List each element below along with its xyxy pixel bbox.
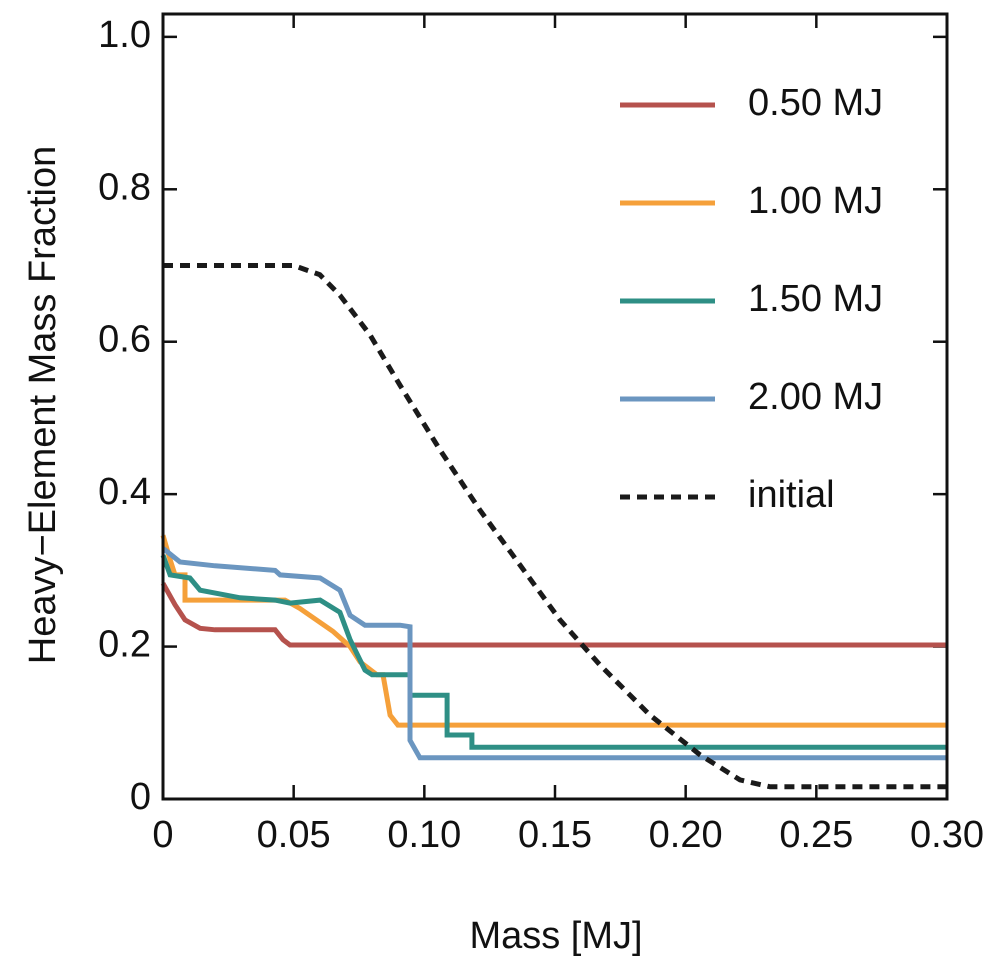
- x-tick-label: 0.20: [649, 814, 723, 856]
- series-line: [160, 554, 947, 750]
- y-tick-label: 0.2: [98, 624, 151, 666]
- x-tick-label: 0.15: [518, 814, 592, 856]
- legend-label: 1.00 MJ: [748, 180, 883, 222]
- legend-label: 2.00 MJ: [748, 376, 883, 418]
- x-tick-label: 0: [152, 814, 173, 856]
- y-tick-label: 0.8: [98, 166, 151, 208]
- series-line: [163, 263, 947, 790]
- y-tick-label: 0.4: [98, 471, 151, 513]
- series-line: [160, 534, 947, 728]
- legend-label: 1.50 MJ: [748, 278, 883, 320]
- x-axis-label: Mass [MJ]: [469, 915, 642, 957]
- y-axis-label: Heavy−Element Mass Fraction: [22, 146, 64, 664]
- x-tick-label: 0.05: [257, 814, 331, 856]
- x-tick-label: 0.25: [779, 814, 853, 856]
- legend-label: 0.50 MJ: [748, 82, 883, 124]
- legend-label: initial: [748, 474, 835, 516]
- y-tick-label: 0: [130, 776, 151, 818]
- series-line: [161, 546, 947, 761]
- y-tick-label: 1.0: [98, 14, 151, 56]
- plot-frame: [161, 12, 949, 801]
- y-tick-label: 0.6: [98, 319, 151, 361]
- x-tick-label: 0.10: [387, 814, 461, 856]
- x-tick-label: 0.30: [910, 814, 984, 856]
- series-line: [160, 582, 947, 648]
